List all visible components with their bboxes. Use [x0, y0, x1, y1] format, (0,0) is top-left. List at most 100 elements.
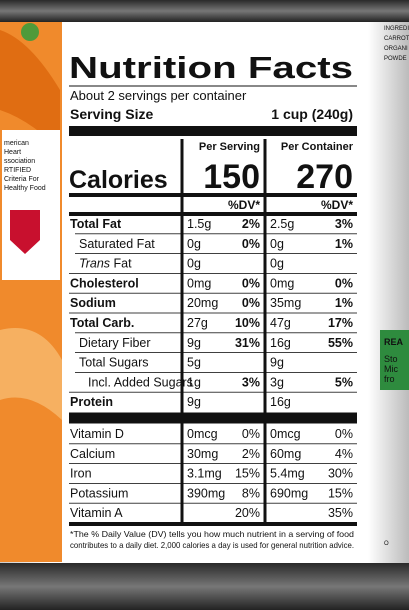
- rule: [69, 391, 357, 393]
- cell: 0%: [242, 237, 260, 251]
- cell: 3.1mg: [187, 467, 222, 481]
- side-text: Healthy Food: [4, 185, 46, 192]
- green-panel: [380, 330, 409, 390]
- cell: 1%: [335, 296, 353, 310]
- cell: 1g: [187, 375, 201, 389]
- dv-header: %DV*: [228, 198, 260, 212]
- column-rule: [180, 139, 184, 523]
- side-text: POWDE: [384, 56, 407, 62]
- cell: 5.4mg: [270, 467, 305, 481]
- rule: [75, 332, 357, 334]
- nutrient-name: Trans Fat: [79, 257, 132, 271]
- name: Total Carb.: [70, 316, 134, 330]
- nutrient-name: Total Carb.: [70, 316, 134, 330]
- cell: 9g: [187, 336, 201, 350]
- name: Total Fat: [70, 217, 122, 231]
- rule: [75, 233, 357, 235]
- herb: [21, 23, 39, 41]
- serving-size-label: Serving Size: [70, 106, 153, 122]
- cell: 1%: [335, 237, 353, 251]
- calories-label: Calories: [69, 166, 168, 194]
- side-text: merican: [4, 140, 29, 147]
- side-text: O: [384, 541, 389, 547]
- name: Sodium: [70, 296, 116, 310]
- nutrient-name: Sodium: [70, 296, 116, 310]
- name: Incl. Added Sugars: [88, 375, 193, 389]
- cell: 5%: [335, 375, 353, 389]
- name: Calcium: [70, 447, 115, 461]
- cell: 30mg: [187, 447, 218, 461]
- cell: 0%: [242, 276, 260, 290]
- nutrient-name: Total Fat: [70, 217, 122, 231]
- cell: 3g: [270, 375, 284, 389]
- cell: 0g: [270, 237, 284, 251]
- name: Total Sugars: [79, 356, 148, 370]
- carrot: [0, 30, 60, 150]
- cell: 15%: [328, 486, 353, 500]
- cell: 9g: [270, 356, 284, 370]
- side-text: ssociation: [4, 158, 35, 165]
- label-title: Nutrition Facts: [69, 50, 353, 85]
- nutrient-name: Saturated Fat: [79, 237, 155, 251]
- cell: 0mcg: [270, 427, 301, 441]
- cell: 0mg: [187, 276, 211, 290]
- name: Potassium: [70, 486, 128, 500]
- col-container: Per Container: [281, 141, 354, 153]
- cell: 2.5g: [270, 217, 294, 231]
- side-text: Heart: [4, 149, 21, 156]
- cell: 3%: [335, 217, 353, 231]
- cell: 0g: [187, 257, 201, 271]
- cell: 0%: [335, 276, 353, 290]
- carrot: [0, 328, 62, 420]
- side-text: fro: [384, 374, 395, 384]
- rule: [75, 253, 357, 254]
- heart-check-icon: [10, 210, 40, 254]
- nutrient-name: Dietary Fiber: [79, 336, 151, 350]
- cell: 10%: [235, 316, 260, 330]
- cell: 0%: [335, 427, 353, 441]
- cell: 0mcg: [187, 427, 218, 441]
- side-text: INGREDI: [384, 26, 409, 32]
- rule: [69, 126, 357, 136]
- cell: 16g: [270, 395, 291, 409]
- cell: 16g: [270, 336, 291, 350]
- nutrient-name: Iron: [70, 467, 92, 481]
- cell: 0g: [187, 237, 201, 251]
- side-text: RTIFIED: [4, 167, 31, 174]
- cell: 690mg: [270, 486, 308, 500]
- cell: 17%: [328, 316, 353, 330]
- nutrient-name: Vitamin D: [70, 427, 124, 441]
- name: Vitamin D: [70, 427, 124, 441]
- side-text: Mic: [384, 364, 398, 374]
- cell: 20%: [235, 506, 260, 520]
- cell: 0%: [242, 427, 260, 441]
- rule: [69, 443, 357, 445]
- cell: 5g: [187, 356, 201, 370]
- cell: 35%: [328, 506, 353, 520]
- name: Fat: [110, 257, 132, 271]
- name: Iron: [70, 467, 92, 481]
- nutrient-name: Cholesterol: [70, 276, 139, 290]
- rule: [69, 273, 357, 274]
- side-text: CARROT: [384, 36, 409, 42]
- name: Vitamin A: [70, 506, 123, 520]
- cell: 35mg: [270, 296, 301, 310]
- cell: 9g: [187, 395, 201, 409]
- side-text: Sto: [384, 354, 398, 364]
- cell: 2%: [242, 447, 260, 461]
- cell: 3%: [242, 375, 260, 389]
- cell: 0g: [270, 257, 284, 271]
- side-text: REA: [384, 337, 404, 347]
- can-top-rim: [0, 0, 409, 22]
- cell: 20mg: [187, 296, 218, 310]
- can-bottom-rim: [0, 563, 409, 610]
- cell: 1.5g: [187, 217, 211, 231]
- cell: 31%: [235, 336, 260, 350]
- rule: [69, 502, 357, 504]
- name: Dietary Fiber: [79, 336, 151, 350]
- nutrient-name: Protein: [70, 395, 113, 409]
- italic-prefix: Trans: [79, 257, 110, 271]
- rule: [69, 483, 357, 484]
- cell: 47g: [270, 316, 291, 330]
